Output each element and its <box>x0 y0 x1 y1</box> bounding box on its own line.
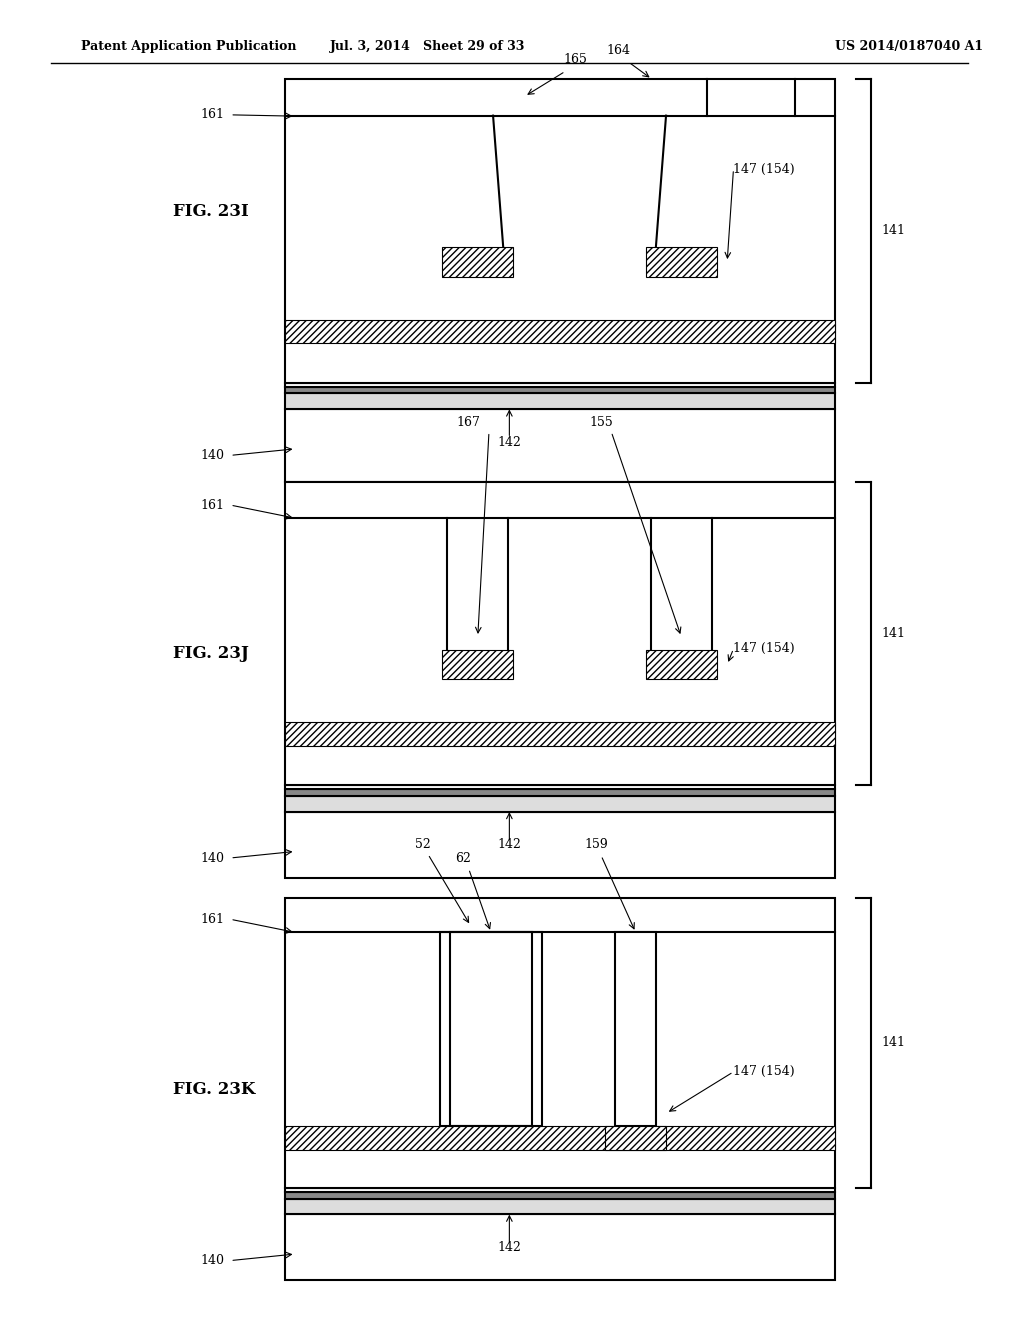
Bar <box>442 248 513 277</box>
Text: 161: 161 <box>200 912 224 925</box>
Text: 52: 52 <box>415 838 431 851</box>
Bar <box>605 1126 667 1150</box>
Bar <box>286 898 836 1188</box>
Bar <box>286 409 836 482</box>
Text: Patent Application Publication: Patent Application Publication <box>82 40 297 53</box>
Text: 141: 141 <box>882 224 905 238</box>
Bar <box>451 932 531 1126</box>
Bar <box>286 319 836 343</box>
Bar <box>286 482 836 785</box>
Bar <box>286 1199 836 1214</box>
Text: FIG. 23J: FIG. 23J <box>173 645 249 661</box>
Text: 142: 142 <box>498 838 521 851</box>
Text: 142: 142 <box>498 436 521 449</box>
Text: 147 (154): 147 (154) <box>733 162 795 176</box>
Text: 140: 140 <box>200 449 224 462</box>
Bar <box>286 812 836 878</box>
Text: 165: 165 <box>563 53 588 66</box>
Bar <box>286 789 836 796</box>
Text: Jul. 3, 2014   Sheet 29 of 33: Jul. 3, 2014 Sheet 29 of 33 <box>330 40 525 53</box>
Bar <box>286 387 836 393</box>
Text: 142: 142 <box>498 1241 521 1254</box>
Bar <box>286 1214 836 1280</box>
Text: 147 (154): 147 (154) <box>733 1065 795 1078</box>
Text: 147 (154): 147 (154) <box>733 643 795 655</box>
Bar <box>286 393 836 409</box>
Bar <box>286 785 836 789</box>
Text: 161: 161 <box>200 499 224 512</box>
Bar <box>442 649 513 678</box>
Text: 159: 159 <box>584 838 608 851</box>
Bar <box>286 722 836 746</box>
Text: 164: 164 <box>606 44 631 57</box>
Bar <box>286 1192 836 1199</box>
Text: 62: 62 <box>456 851 471 865</box>
Bar <box>286 1188 836 1192</box>
Text: FIG. 23K: FIG. 23K <box>173 1081 256 1097</box>
Bar <box>286 383 836 387</box>
Text: 140: 140 <box>200 851 224 865</box>
Bar <box>286 79 836 383</box>
Bar <box>646 649 717 678</box>
Bar <box>286 796 836 812</box>
Text: 155: 155 <box>589 416 613 429</box>
Bar <box>286 1126 836 1150</box>
Text: US 2014/0187040 A1: US 2014/0187040 A1 <box>836 40 983 53</box>
Text: 167: 167 <box>457 416 480 429</box>
Text: 161: 161 <box>200 108 224 121</box>
Text: 141: 141 <box>882 1036 905 1049</box>
Bar <box>615 932 656 1126</box>
Text: 141: 141 <box>882 627 905 640</box>
Bar <box>440 932 542 1126</box>
Bar <box>646 248 717 277</box>
Text: 140: 140 <box>200 1254 224 1267</box>
Text: FIG. 23I: FIG. 23I <box>173 203 249 219</box>
